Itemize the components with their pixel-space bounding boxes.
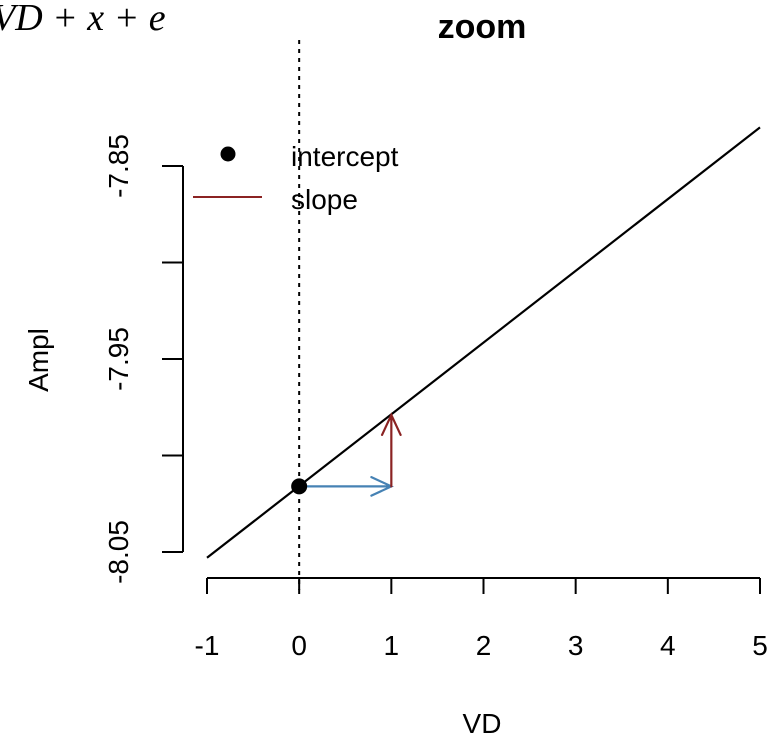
regression-line — [206, 126, 761, 559]
y-tick-label: -7.85 — [103, 134, 134, 198]
chart-title: zoom — [438, 8, 527, 46]
y-tick-label: -7.95 — [103, 327, 134, 391]
x-axis-label: VD — [463, 708, 502, 739]
x-tick-label: 2 — [476, 630, 492, 661]
legend-intercept-marker — [220, 146, 236, 162]
y-tick-label: -8.05 — [103, 520, 134, 584]
y-axis-ticks: -8.05 -7.95 -7.85 — [103, 134, 183, 584]
rise-arrow — [380, 412, 402, 488]
x-tick-label: 3 — [568, 630, 584, 661]
x-tick-label: 1 — [384, 630, 400, 661]
run-arrow — [298, 475, 394, 497]
intercept-point — [291, 478, 308, 495]
legend-intercept-label: intercept — [291, 141, 399, 172]
x-tick-label: 5 — [752, 630, 768, 661]
x-axis-ticks: -1 0 1 2 3 4 5 — [195, 578, 768, 661]
y-axis-label: Ampl — [23, 328, 54, 392]
x-tick-label: 4 — [660, 630, 676, 661]
x-tick-label: -1 — [195, 630, 220, 661]
cropped-formula: VD + x + e — [0, 0, 166, 39]
x-tick-label: 0 — [291, 630, 307, 661]
legend-slope-label: slope — [291, 184, 358, 215]
